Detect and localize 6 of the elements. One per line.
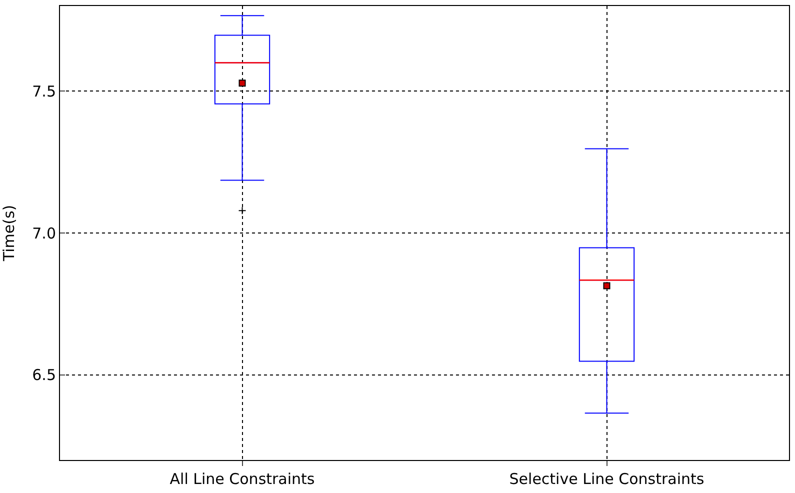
x-tick-label: Selective Line Constraints bbox=[509, 470, 704, 488]
x-tick-label: All Line Constraints bbox=[170, 470, 315, 488]
y-tick-label: 7.5 bbox=[32, 82, 56, 100]
y-tick-label: 6.5 bbox=[32, 366, 56, 384]
y-tick-label: 7.0 bbox=[32, 224, 56, 242]
y-axis-title: Time(s) bbox=[0, 204, 18, 262]
